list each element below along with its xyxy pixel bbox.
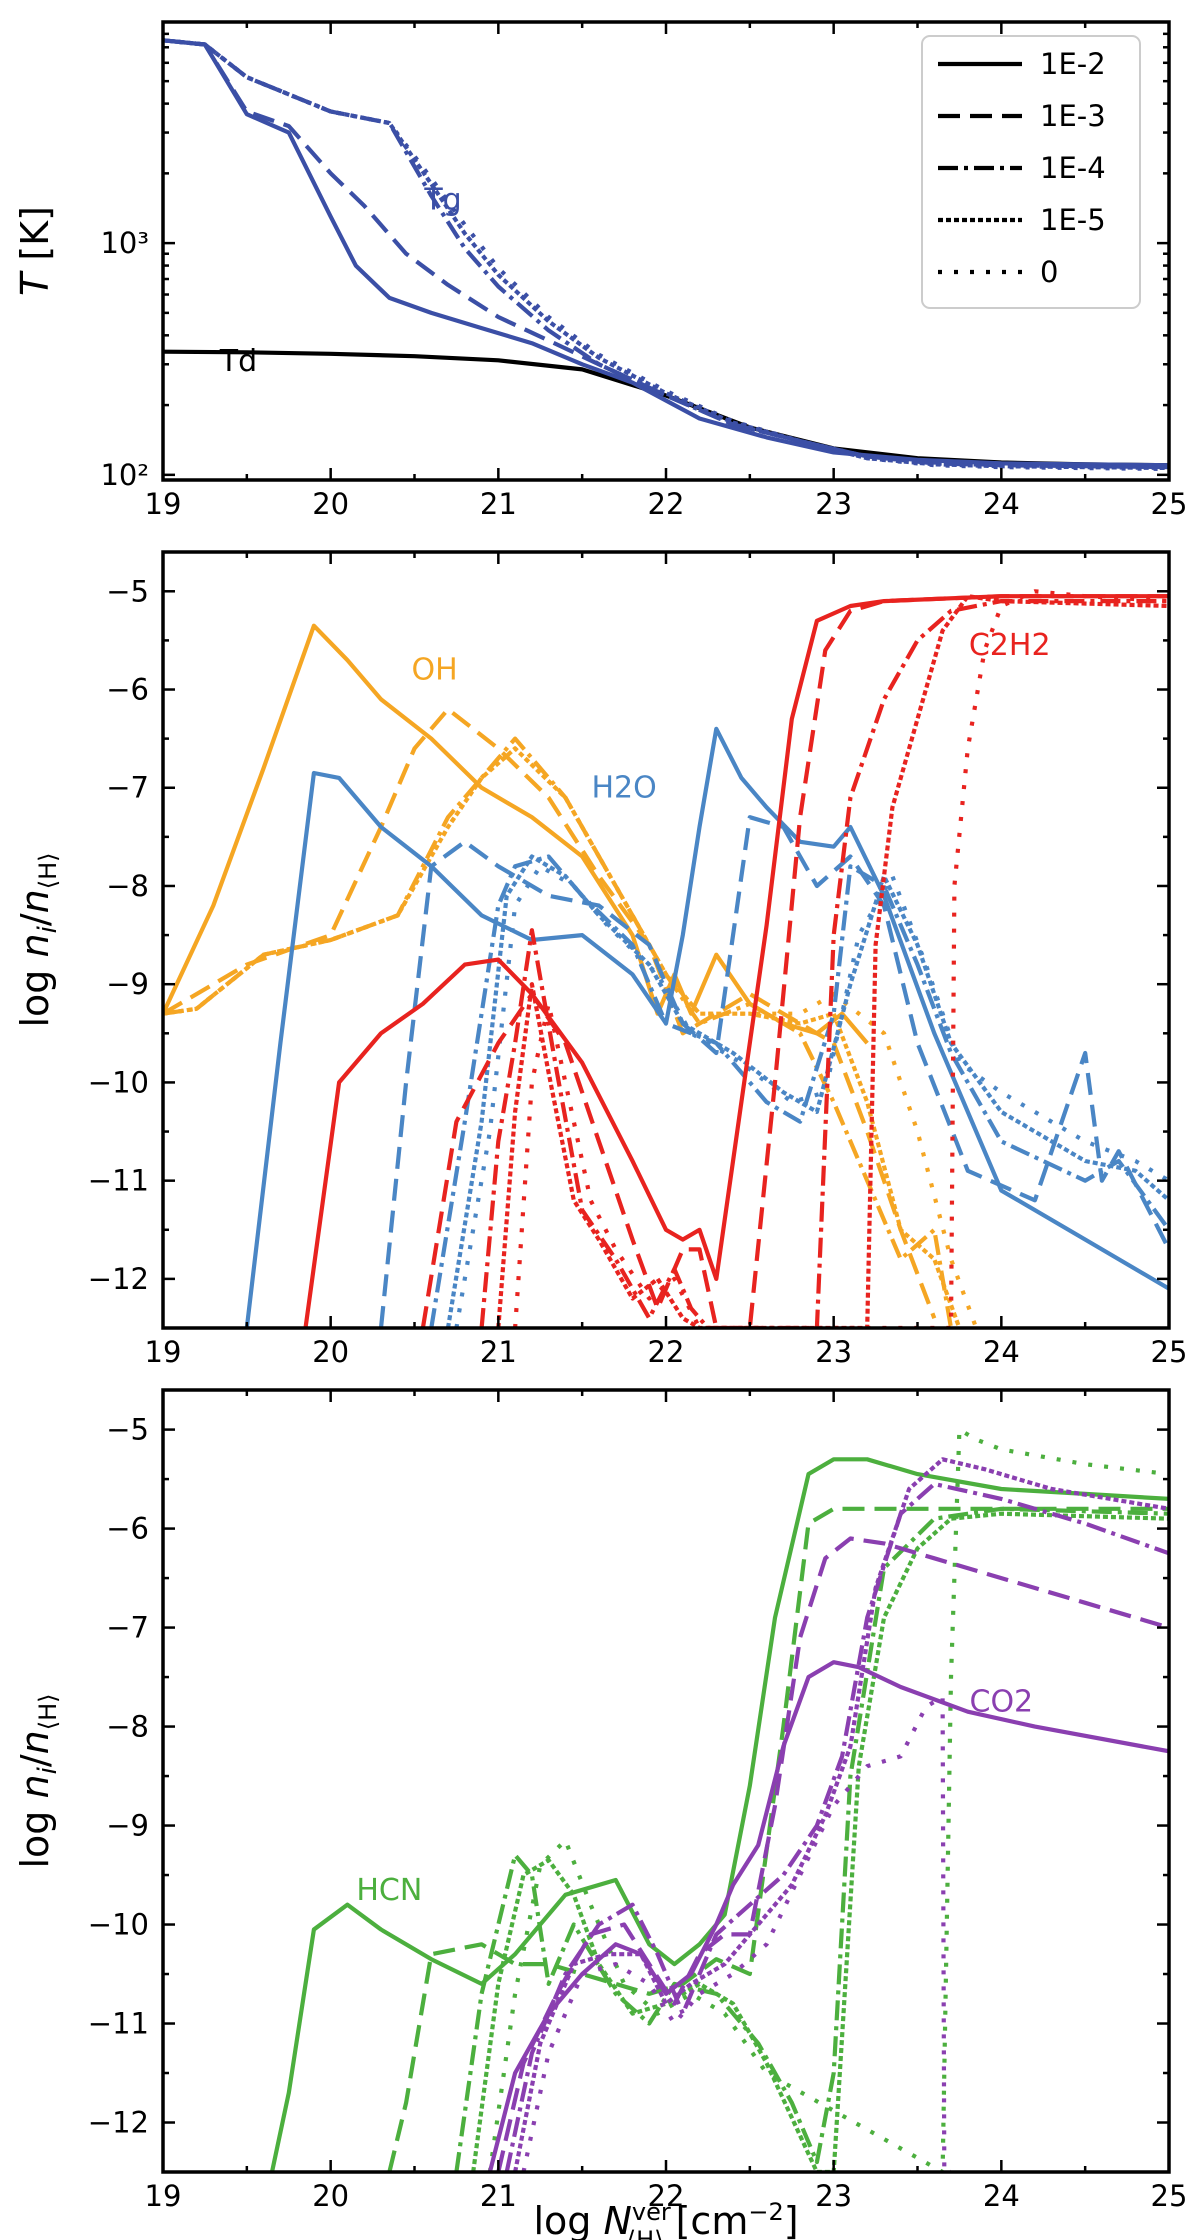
x-tick-label: 21 [480,2179,517,2213]
y-tick-label: −5 [106,574,149,608]
annotation-co2: CO2 [970,1685,1034,1720]
x-tick-label: 25 [1151,1335,1188,1369]
series-line-hcn-1e-4 [454,1506,1169,2172]
y-tick-label: −12 [88,2106,149,2140]
series-line-c2h2-1e-5 [496,594,1169,1328]
x-tick-label: 24 [983,2179,1020,2213]
legend-label-1e-4: 1E-4 [1040,151,1106,185]
x-axis-label: log Nver ⟨H⟩ [cm−2] [533,2198,798,2240]
y-tick-label: −6 [106,1512,149,1546]
y-axis-label: log ni/n⟨H⟩ [13,1693,63,1868]
y-tick-label: −12 [88,1262,149,1296]
legend-label-1e-2: 1E-2 [1040,47,1106,81]
annotation-oh: OH [412,653,458,688]
x-tick-label: 23 [815,1335,852,1369]
oh-h2o-c2h2-abundance-panel: OH H2O C2H2 19 20 21 22 23 24 25 −5 −6 −7 −8 −9 −10 −11 −… [13,550,1188,1369]
annotation-hcn: HCN [356,1873,422,1908]
hcn-co2-abundance-panel: HCN CO2 19 20 21 22 23 24 25 −5 −6 −7 −8 −9 −10 −11 −12 l… [13,1388,1188,2240]
series-line-td-1e-2 [163,349,1169,468]
x-tick-label: 22 [648,487,685,521]
y-tick-label: −6 [106,673,149,707]
x-tick-label: 20 [312,2179,349,2213]
series-line-oh-1e-3 [163,707,937,1319]
annotation-h2o: H2O [591,771,656,806]
annotation-tg: Tg [423,182,461,217]
annotation-c2h2: C2H2 [969,628,1051,663]
x-tick-label: 19 [145,2179,182,2213]
x-tick-label: 22 [648,2179,685,2213]
series-line-oh-1e-5 [163,746,962,1328]
x-tick-label: 25 [1151,2179,1188,2213]
x-tick-label: 23 [815,487,852,521]
series-line-c2h2-1e-2 [303,594,1169,1328]
series-line-h2o-1e-3 [378,815,1169,1328]
x-tick-label: 21 [480,1335,517,1369]
y-tick-label: −10 [88,1065,149,1099]
x-tick-label: 24 [983,487,1020,521]
legend-label-0: 0 [1040,255,1058,289]
annotation-td: Td [219,344,257,379]
series-line-h2o-1e-5 [445,854,1169,1328]
series-line-co2-1e-5 [513,1457,1169,2172]
y-tick-label: 10³ [100,226,149,260]
y-tick-label: −10 [88,1908,149,1942]
series-line-tg-0 [163,38,1169,472]
series-line-c2h2-1e-4 [479,599,1169,1328]
y-axis-label: log ni/n⟨H⟩ [13,852,63,1027]
series-line-h2o-1e-2 [244,726,1169,1328]
series-line-co2-0 [521,1694,951,2172]
series-line-hcn-1e-5 [471,1511,1169,2172]
series-line-tg-1e-5 [163,38,1169,471]
y-tick-label: −9 [106,1809,149,1843]
series-line-oh-0 [163,746,979,1328]
y-tick-label: −5 [106,1413,149,1447]
series-line-oh-1e-2 [163,623,869,1045]
x-tick-label: 20 [312,487,349,521]
y-tick-label: −7 [106,1611,149,1645]
x-tick-label: 20 [312,1335,349,1369]
y-tick-label: −8 [106,869,149,903]
series-line-hcn-1e-2 [269,1457,1169,2172]
series-line-h2o-1e-4 [429,854,1169,1328]
y-tick-label: −11 [88,1164,149,1198]
y-tick-label: −7 [106,771,149,805]
legend-label-1e-3: 1E-3 [1040,99,1106,133]
legend-label-1e-5: 1E-5 [1040,203,1106,237]
series-line-co2-1e-2 [487,1660,1169,2172]
y-tick-label: −8 [106,1710,149,1744]
x-tick-label: 23 [815,2179,852,2213]
legend: 1E-2 1E-3 1E-4 1E-5 0 [921,35,1141,309]
x-tick-label: 22 [648,1335,685,1369]
y-tick-label: 10² [100,458,149,492]
x-tick-label: 19 [145,1335,182,1369]
x-tick-label: 19 [145,487,182,521]
series-group [163,589,1169,1328]
y-axis-label: T [K] [13,206,57,296]
series-line-co2-1e-4 [504,1481,1169,2172]
series-group [163,38,1169,472]
series-line-hcn-0 [487,1427,1169,2172]
y-tick-label: −9 [106,967,149,1001]
x-tick-label: 24 [983,1335,1020,1369]
legend-box [921,35,1141,309]
x-tick-label: 21 [480,487,517,521]
series-group [269,1427,1169,2172]
x-tick-label: 25 [1151,487,1188,521]
series-line-c2h2-0 [513,589,1169,1328]
y-tick-label: −11 [88,2007,149,2041]
